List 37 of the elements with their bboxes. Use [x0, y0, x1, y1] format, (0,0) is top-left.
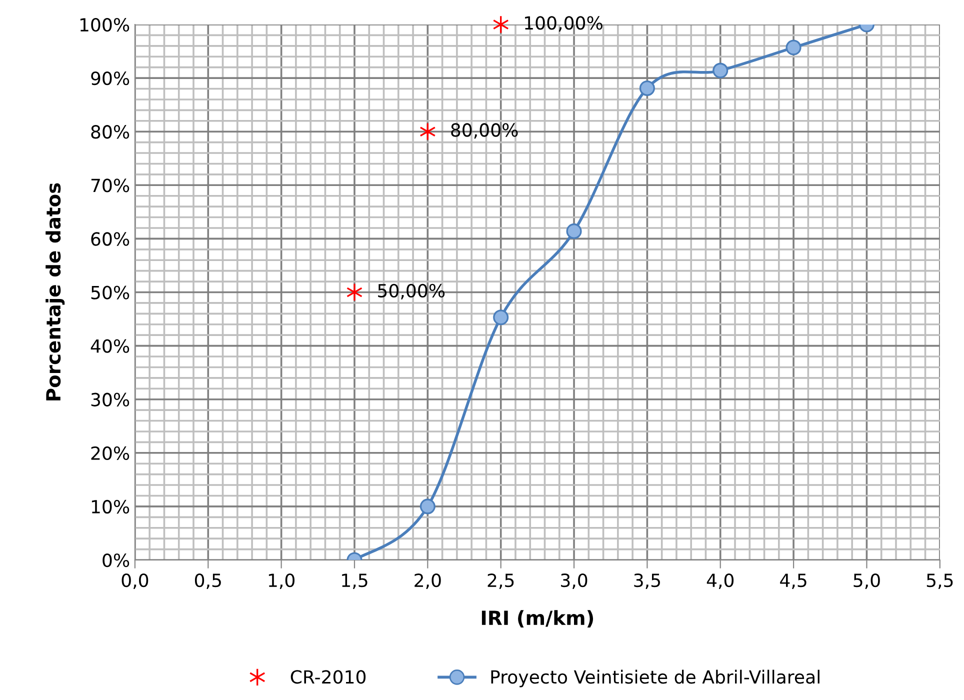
y-tick-label: 0% [102, 553, 130, 568]
y-axis-title: Porcentaje de datos [46, 183, 65, 400]
data-label: 80,00% [451, 123, 518, 139]
y-tick-label: 50% [91, 286, 130, 300]
x-tick-label: 3,0 [561, 574, 588, 590]
point [639, 80, 655, 96]
x-tick-label: 2,5 [488, 574, 514, 590]
legend-label: Proyecto Veintisiete de Abril-Villareal [491, 670, 820, 688]
data-label: 100,00% [525, 16, 602, 32]
point [420, 498, 436, 514]
y-tick-label: 30% [91, 392, 130, 406]
y-tick-label: 10% [92, 500, 130, 514]
x-axis-title: IRI (m/km) [482, 610, 594, 628]
x-tick-label: 4,5 [780, 574, 806, 590]
legend-label: CR-2010 [290, 670, 366, 684]
y-tick-label: 80% [91, 125, 130, 139]
x-tick-label: 2,0 [414, 574, 441, 590]
y-tick-label: 20% [91, 446, 130, 460]
x-tick-label: 5,5 [926, 574, 953, 590]
data-label: 50,00% [378, 284, 445, 300]
point [493, 310, 509, 326]
point [712, 62, 728, 78]
y-tick-label: 40% [90, 339, 130, 353]
x-tick-label: 3,5 [634, 574, 660, 590]
y-tick-label: 60% [91, 232, 130, 246]
x-tick-label: 5,0 [854, 574, 880, 590]
y-tick-label: 100% [80, 18, 130, 32]
point [786, 40, 802, 56]
x-tick-label: 4,0 [706, 574, 734, 590]
x-tick-label: 0,0 [122, 574, 148, 590]
y-tick-label: 70% [91, 178, 130, 192]
point [566, 223, 582, 239]
x-tick-label: 0,5 [194, 574, 221, 590]
x-tick-label: 1,5 [342, 574, 368, 590]
x-tick-label: 1,0 [268, 574, 294, 590]
y-tick-label: 90% [91, 72, 130, 86]
point [346, 283, 363, 302]
